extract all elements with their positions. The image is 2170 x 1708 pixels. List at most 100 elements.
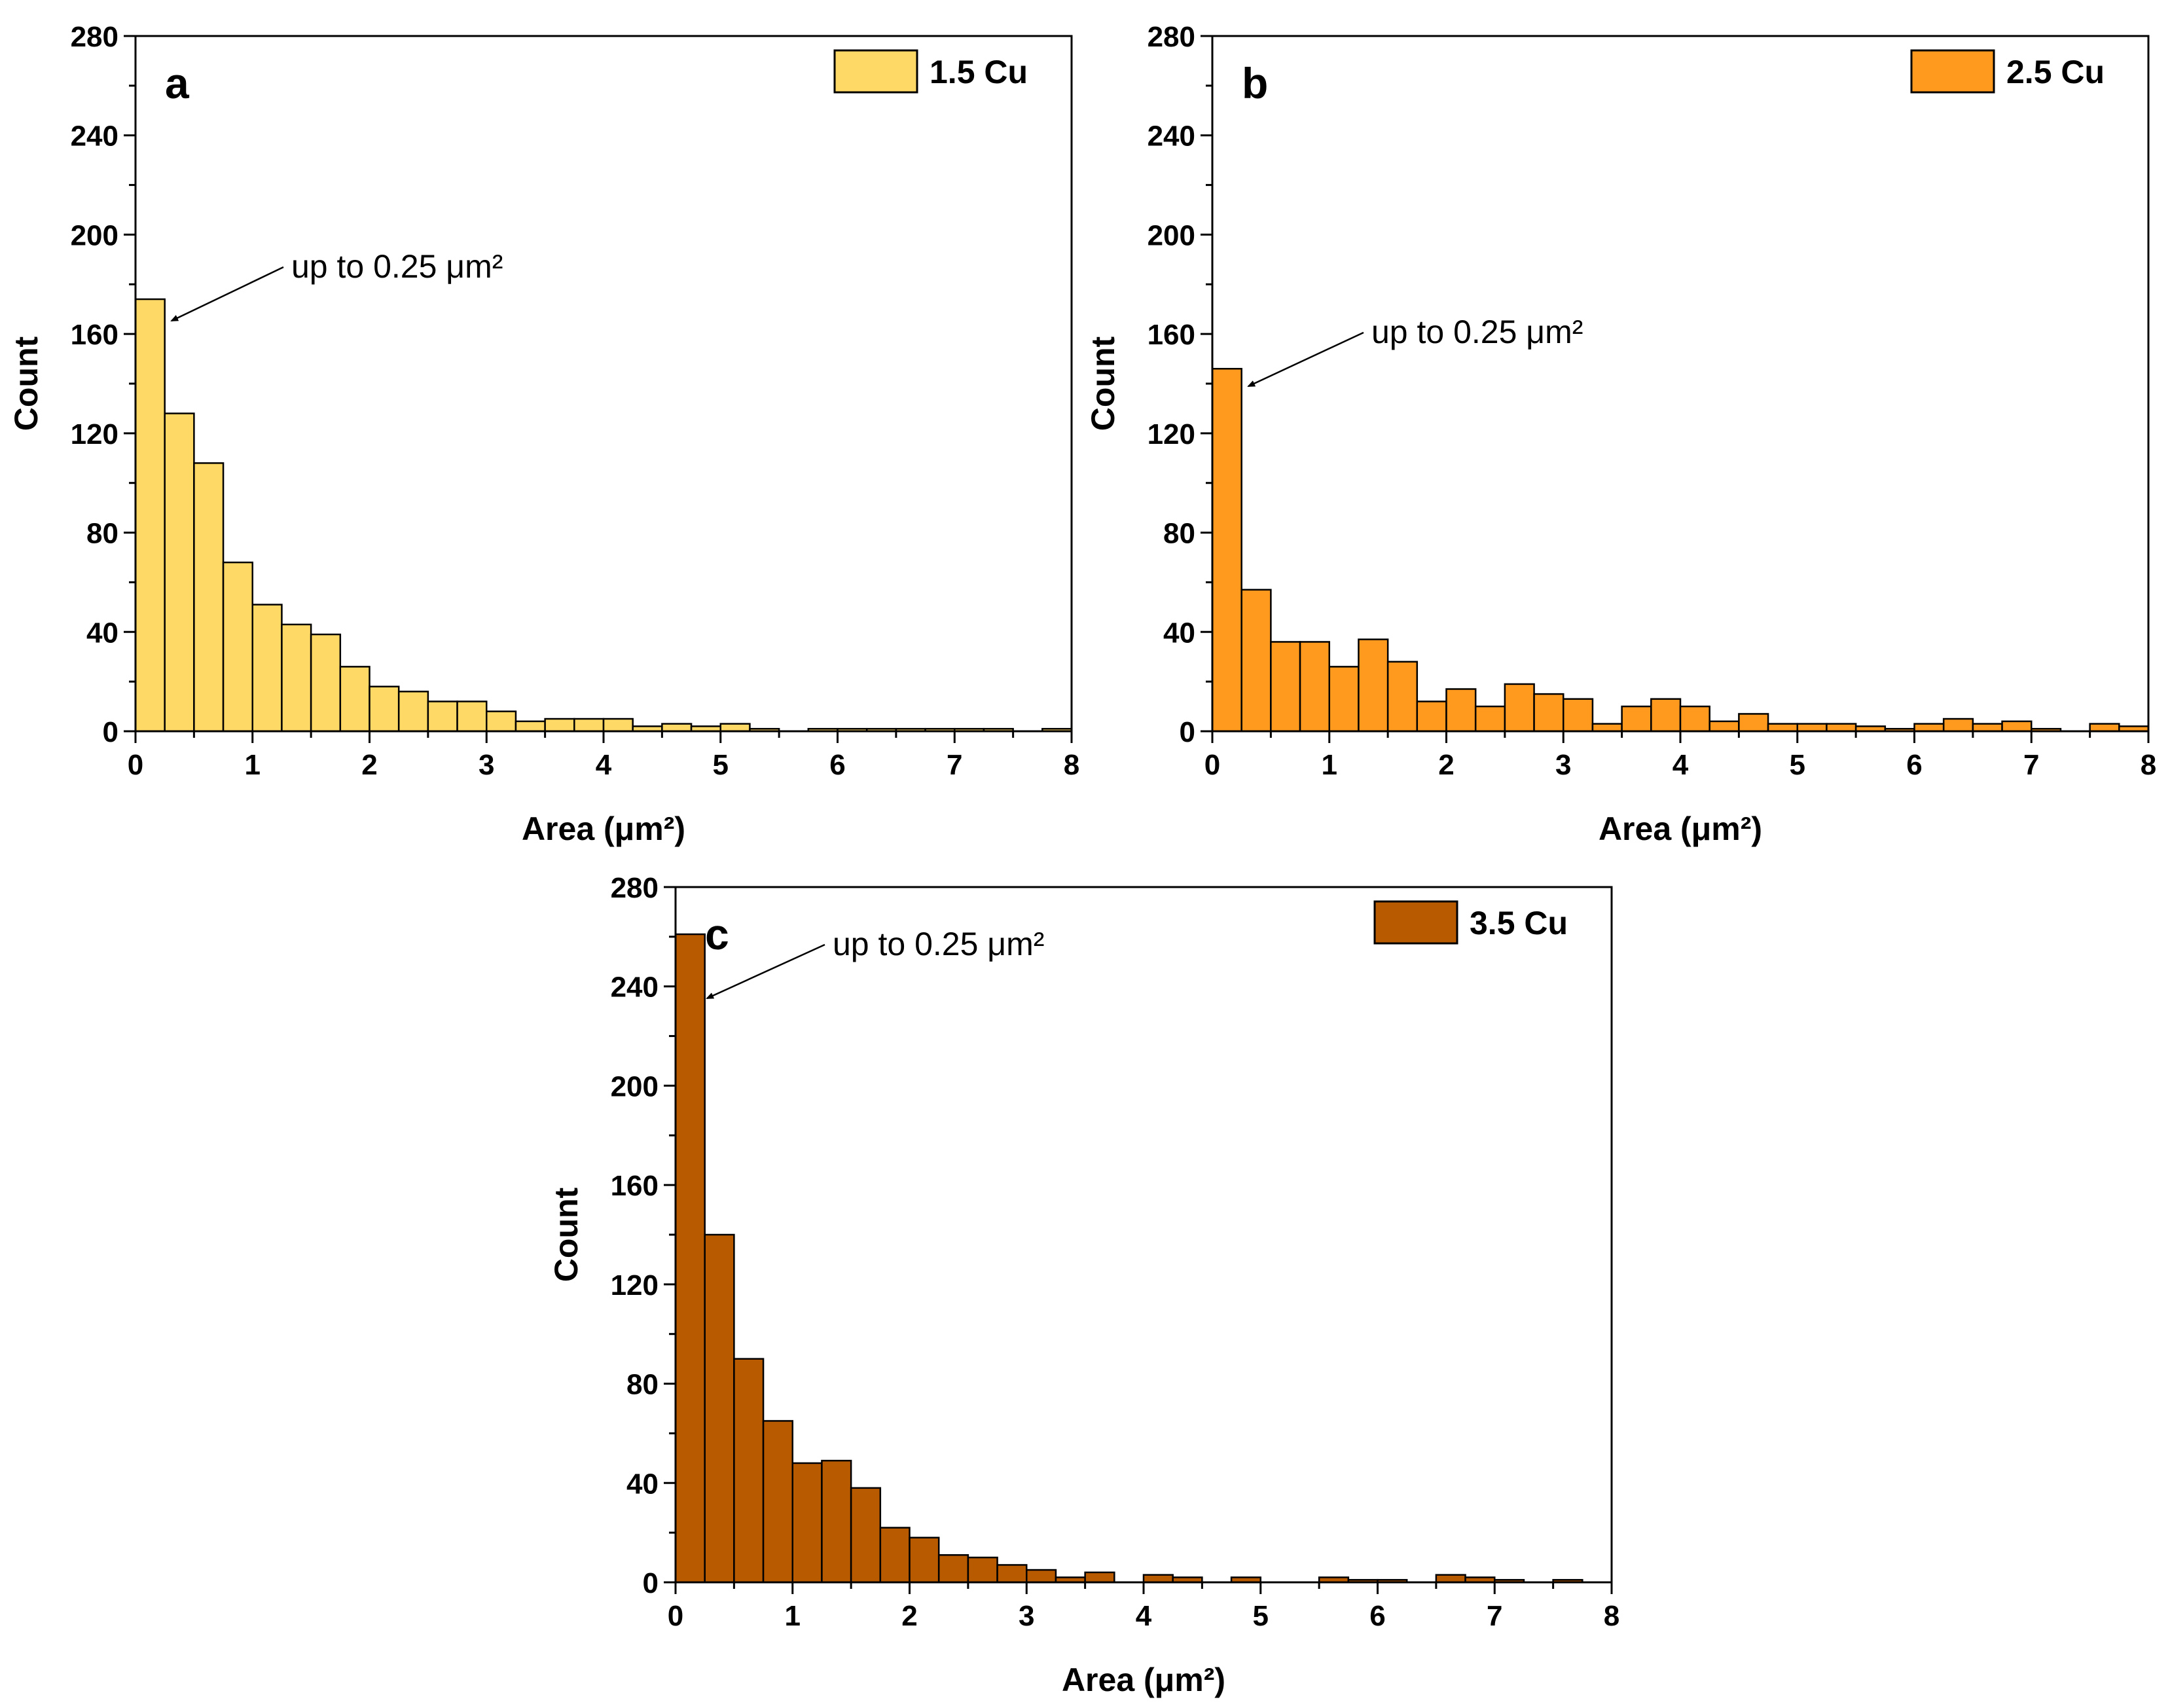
histogram-bar bbox=[486, 710, 517, 733]
y-tick-label: 280 bbox=[71, 21, 118, 53]
y-tick-label: 80 bbox=[1163, 518, 1195, 550]
x-tick-label: 6 bbox=[1369, 1600, 1385, 1632]
x-tick-label: 1 bbox=[785, 1600, 801, 1632]
annotation-arrow bbox=[1247, 331, 1364, 388]
x-tick-label: 4 bbox=[1673, 749, 1689, 781]
y-tick-label: 40 bbox=[1163, 617, 1195, 649]
histogram-bar bbox=[1942, 718, 1974, 733]
histogram-bar bbox=[1826, 723, 1857, 733]
y-tick-label: 0 bbox=[643, 1567, 659, 1599]
x-tick-label: 6 bbox=[829, 749, 845, 781]
x-tick-label: 3 bbox=[1555, 749, 1571, 781]
legend: 3.5 Cu bbox=[1373, 900, 1568, 945]
x-tick-label: 7 bbox=[1487, 1600, 1502, 1632]
chart-panel-c: 0 40 80 120 160 200 240 280 0 1 2 3 4 5 6 7 8 Area (μm²) C… bbox=[548, 872, 1619, 1698]
histogram-bar bbox=[1796, 723, 1828, 733]
histogram-bar bbox=[281, 623, 312, 733]
histogram-bar bbox=[222, 561, 253, 733]
plot-frame bbox=[1211, 35, 2150, 733]
y-tick-label: 120 bbox=[1148, 418, 1195, 450]
y-tick-label: 80 bbox=[86, 518, 118, 550]
bars bbox=[134, 298, 1073, 733]
histogram-bar bbox=[1435, 1574, 1466, 1584]
histogram-bar bbox=[544, 718, 575, 733]
x-tick-label: 6 bbox=[1906, 749, 1922, 781]
y-tick-label: 0 bbox=[103, 716, 118, 748]
x-tick-label: 2 bbox=[901, 1600, 917, 1632]
x-axis-title: Area (μm²) bbox=[522, 810, 685, 847]
y-axis-title: Count bbox=[548, 1187, 585, 1282]
annotation-arrow bbox=[170, 266, 284, 322]
histogram-bar bbox=[1972, 723, 2003, 733]
x-tick-label: 4 bbox=[1136, 1600, 1152, 1632]
legend: 1.5 Cu bbox=[833, 49, 1028, 94]
y-tick-label: 120 bbox=[611, 1269, 659, 1301]
histogram-bar bbox=[996, 1564, 1028, 1584]
histogram-bar bbox=[1474, 705, 1506, 733]
histogram-bar bbox=[515, 720, 546, 733]
histogram-bar bbox=[1416, 700, 1447, 733]
histogram-bar bbox=[193, 462, 225, 733]
annotation: up to 0.25 μm² bbox=[706, 926, 1044, 1000]
histogram-bar bbox=[1504, 683, 1535, 733]
y-tick-label: 200 bbox=[71, 219, 118, 251]
histogram-bar bbox=[602, 718, 634, 733]
x-tick-label: 8 bbox=[1604, 1600, 1619, 1632]
histogram-bar bbox=[821, 1459, 852, 1584]
y-tick-label: 160 bbox=[1148, 319, 1195, 351]
histogram-bar bbox=[1738, 713, 1769, 733]
histogram-bar bbox=[456, 700, 488, 733]
legend-swatch bbox=[1910, 49, 1995, 94]
legend-label: 1.5 Cu bbox=[930, 54, 1028, 90]
histogram-bar bbox=[1767, 723, 1799, 733]
histogram-bar bbox=[134, 298, 166, 733]
x-tick-label: 3 bbox=[479, 749, 494, 781]
bars bbox=[674, 933, 1583, 1584]
y-axis-title: Count bbox=[8, 336, 45, 431]
histogram-bar bbox=[251, 604, 283, 733]
x-tick-label: 2 bbox=[361, 749, 377, 781]
histogram-bar bbox=[1026, 1569, 1057, 1584]
histogram-bar bbox=[1621, 705, 1652, 733]
x-tick-label: 7 bbox=[947, 749, 962, 781]
y-tick-label: 0 bbox=[1180, 716, 1195, 748]
bars bbox=[1211, 367, 2150, 733]
histogram-bar bbox=[937, 1554, 969, 1584]
histogram-bar bbox=[1328, 666, 1360, 733]
histogram-bar bbox=[879, 1527, 911, 1584]
histogram-bar bbox=[1679, 705, 1710, 733]
histogram-bar bbox=[1533, 693, 1564, 733]
annotation: up to 0.25 μm² bbox=[1247, 314, 1583, 388]
histogram-bar bbox=[674, 933, 706, 1584]
annotation-text: up to 0.25 μm² bbox=[1371, 314, 1583, 350]
histogram-bar bbox=[733, 1358, 765, 1584]
x-tick-label: 0 bbox=[668, 1600, 683, 1632]
histogram-bar bbox=[427, 700, 458, 733]
legend: 2.5 Cu bbox=[1910, 49, 2105, 94]
y-tick-label: 120 bbox=[71, 418, 118, 450]
x-tick-label: 8 bbox=[2141, 749, 2156, 781]
histogram-bar bbox=[1445, 688, 1477, 733]
panel-label: b bbox=[1242, 59, 1268, 107]
x-tick-label: 8 bbox=[1064, 749, 1079, 781]
y-tick-label: 280 bbox=[611, 872, 659, 904]
histogram-bar bbox=[1709, 720, 1740, 733]
annotation-arrow bbox=[706, 943, 825, 1000]
histogram-bar bbox=[2089, 723, 2120, 733]
histogram-bar bbox=[1142, 1574, 1174, 1584]
x-tick-label: 1 bbox=[245, 749, 261, 781]
histogram-bar bbox=[661, 723, 693, 733]
x-tick-label: 0 bbox=[1204, 749, 1220, 781]
y-tick-label: 80 bbox=[626, 1369, 659, 1401]
chart-panel-b: 0 40 80 120 160 200 240 280 0 1 2 3 4 5 6 7 8 Area (μm²) C… bbox=[1085, 21, 2156, 847]
histogram-bar bbox=[164, 412, 195, 733]
histogram-bar bbox=[1913, 723, 1945, 733]
annotation: up to 0.25 μm² bbox=[170, 248, 503, 322]
legend-swatch bbox=[833, 49, 918, 94]
annotation-text: up to 0.25 μm² bbox=[833, 926, 1044, 962]
histogram-bar bbox=[1084, 1571, 1115, 1584]
histogram-bar bbox=[719, 723, 751, 733]
y-tick-label: 200 bbox=[611, 1070, 659, 1102]
histogram-bar bbox=[1591, 723, 1623, 733]
x-tick-label: 5 bbox=[1253, 1600, 1269, 1632]
